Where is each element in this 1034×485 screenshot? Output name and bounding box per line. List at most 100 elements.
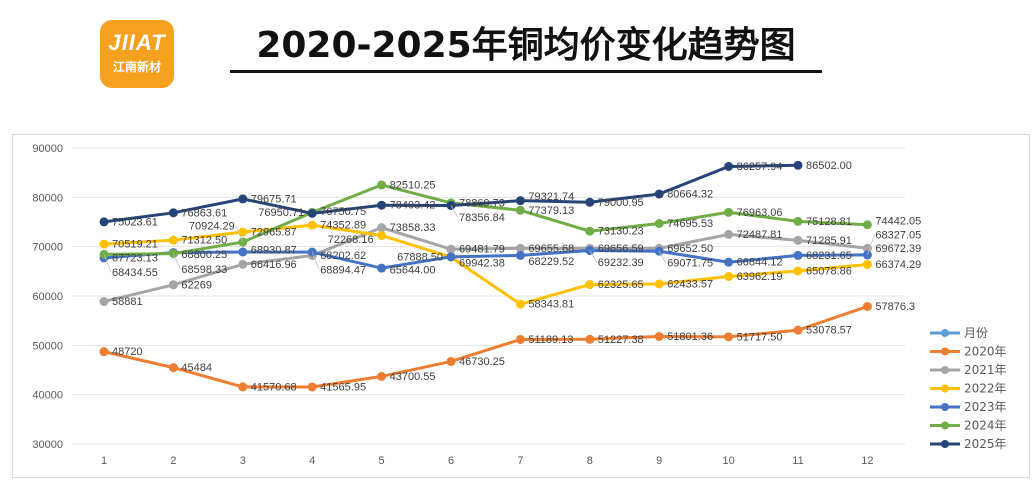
chart-frame <box>12 134 1030 478</box>
data-label: 70519.21 <box>112 239 158 251</box>
legend-label: 2025年 <box>964 437 1007 451</box>
label-leader-line <box>589 250 598 263</box>
data-label: 53078.57 <box>806 325 852 337</box>
data-point <box>168 280 178 290</box>
x-tick-label: 12 <box>861 455 873 467</box>
data-label: 73858.33 <box>390 222 436 234</box>
data-label: 65644.00 <box>390 265 436 277</box>
data-label: 80664.32 <box>667 189 713 201</box>
data-point <box>585 226 595 236</box>
data-label: 62269 <box>181 279 212 291</box>
data-point <box>377 371 387 381</box>
data-label: 68229.52 <box>528 256 574 268</box>
data-label: 71312.50 <box>181 235 227 247</box>
data-label: 72268.16 <box>328 234 374 246</box>
x-tick-label: 1 <box>101 455 107 467</box>
data-label: 69655.68 <box>528 243 574 255</box>
data-label: 86257.94 <box>737 161 783 173</box>
data-label: 73130.23 <box>598 226 644 238</box>
data-label: 76750.75 <box>320 206 366 218</box>
label-leader-line <box>658 251 667 264</box>
data-label: 86502.00 <box>806 160 852 172</box>
data-label: 62325.65 <box>598 279 644 291</box>
data-label: 78356.84 <box>459 212 505 224</box>
data-label: 70924.29 <box>189 221 235 233</box>
data-label: 82510.25 <box>390 179 436 191</box>
data-point <box>446 252 456 262</box>
legend-label: 2020年 <box>964 345 1007 359</box>
data-point <box>377 263 387 273</box>
data-point <box>724 161 734 171</box>
data-point <box>585 334 595 344</box>
series-line-2020年 <box>103 305 868 389</box>
data-point <box>862 260 872 270</box>
data-label: 78869.73 <box>459 197 505 209</box>
legend-marker <box>941 440 949 448</box>
series-layer <box>99 160 872 392</box>
legend-marker <box>941 421 949 430</box>
data-point <box>238 247 248 257</box>
data-label: 69232.39 <box>598 257 644 269</box>
legend-label: 2024年 <box>964 419 1007 433</box>
data-point <box>307 208 317 218</box>
data-label: 72487.81 <box>737 229 783 241</box>
data-label: 68894.47 <box>320 265 366 277</box>
data-label: 45484 <box>181 362 212 374</box>
data-label: 69942.38 <box>459 257 505 269</box>
data-label: 72965.87 <box>251 227 297 239</box>
data-label: 78403.42 <box>390 200 436 212</box>
data-point <box>862 243 872 253</box>
label-layer: 48720 45484 41570.68 41565.95 43700.55 46730.… <box>103 160 921 393</box>
legend-label: 2023年 <box>964 400 1007 414</box>
data-point <box>654 189 664 199</box>
data-point <box>724 332 734 342</box>
brand-logo: JIIAT 江南新材 <box>100 20 174 88</box>
legend-label: 2022年 <box>964 382 1007 396</box>
data-label: 58343.81 <box>528 299 574 311</box>
y-tick-label: 60000 <box>32 291 63 303</box>
series-line-2024年 <box>103 183 868 256</box>
data-label: 69071.75 <box>667 258 713 270</box>
data-label: 79321.74 <box>528 191 574 203</box>
data-label: 79675.71 <box>251 193 297 205</box>
data-label: 69656.59 <box>598 243 644 255</box>
legend-marker <box>941 347 949 356</box>
series-line-2021年 <box>103 226 868 303</box>
data-point <box>238 382 248 392</box>
x-tick-label: 11 <box>792 455 803 467</box>
data-label: 68800.25 <box>181 249 227 261</box>
data-label: 76963.06 <box>737 207 783 219</box>
data-label: 79000.95 <box>598 197 644 209</box>
data-label: 65078.86 <box>806 265 852 277</box>
data-point <box>793 266 803 276</box>
data-point <box>307 247 317 257</box>
data-point <box>99 297 109 307</box>
legend-label: 2021年 <box>964 363 1007 377</box>
data-point <box>238 259 248 269</box>
x-tick-label: 9 <box>656 455 662 467</box>
data-label: 51227.38 <box>598 334 644 346</box>
x-tick-label: 3 <box>240 455 246 467</box>
legend-marker <box>941 329 949 337</box>
data-label: 41565.95 <box>320 381 366 393</box>
data-label: 68598.33 <box>181 264 227 276</box>
data-point <box>168 363 178 373</box>
data-point <box>168 208 178 218</box>
data-point <box>168 235 178 245</box>
data-point <box>377 223 387 233</box>
data-label: 48720 <box>112 346 143 358</box>
data-label: 76950.71 <box>258 207 304 219</box>
data-point <box>654 219 664 229</box>
data-point <box>793 250 803 260</box>
data-point <box>724 229 734 239</box>
data-point <box>515 334 525 344</box>
data-point <box>862 301 872 311</box>
data-point <box>515 196 525 206</box>
data-point <box>585 197 595 207</box>
x-tick-label: 5 <box>379 455 385 467</box>
data-label: 43700.55 <box>390 371 436 383</box>
page-title: 2020-2025年铜均价变化趋势图 <box>230 22 822 73</box>
y-tick-label: 40000 <box>32 390 63 402</box>
data-point <box>377 200 387 210</box>
